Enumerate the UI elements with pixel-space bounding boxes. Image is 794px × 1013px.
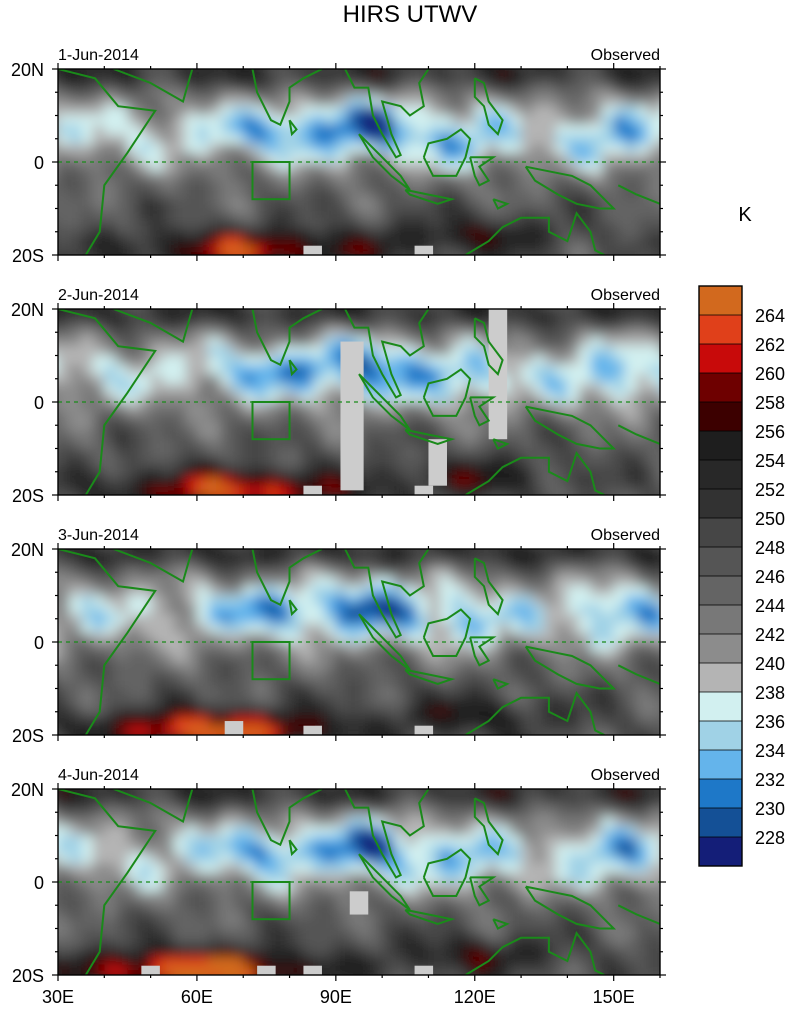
colorbar-swatch [699,489,742,518]
missing-data-box [303,966,322,975]
y-tick-label: 20N [11,60,44,80]
colorbar-swatch [699,808,742,837]
colorbar-tick-label: 254 [755,451,785,471]
panel-label: Observed [591,47,660,64]
colorbar-swatch [699,460,742,489]
colorbar-tick-label: 240 [755,654,785,674]
y-tick-label: 20S [12,726,44,746]
chart-title: HIRS UTWV [343,1,478,28]
y-tick-label: 20N [11,540,44,560]
colorbar-tick-label: 242 [755,625,785,645]
colorbar-swatch [699,315,742,344]
missing-data-box [415,726,434,735]
y-tick-label: 0 [34,873,44,893]
panel-label: Observed [591,527,660,544]
missing-data-box [415,966,434,975]
colorbar-tick-label: 248 [755,538,785,558]
missing-data-box [415,246,434,255]
colorbar-tick-label: 256 [755,422,785,442]
colorbar-tick-label: 246 [755,567,785,587]
y-tick-label: 20S [12,246,44,266]
colorbar-swatch [699,373,742,402]
colorbar-swatch [699,547,742,576]
missing-data-box [225,721,244,735]
missing-data-box [415,486,434,495]
x-tick-label: 120E [454,987,496,1007]
x-axis-labels: 30E 60E 90E 120E 150E [42,987,635,1007]
x-tick-label: 150E [593,987,635,1007]
colorbar-swatch [699,721,742,750]
colorbar-swatch [699,692,742,721]
colorbar-swatch [699,663,742,692]
x-tick-label: 90E [320,987,352,1007]
panel-label: Observed [591,767,660,784]
colorbar-tick-label: 234 [755,741,785,761]
map-panel-4: 20N 0 20S 4-Jun-2014 Observed [11,767,684,994]
panel-date: 4-Jun-2014 [58,767,139,784]
missing-data-box [257,966,276,975]
colorbar-tick-label: 258 [755,393,785,413]
colorbar-swatch [699,402,742,431]
y-tick-label: 0 [34,633,44,653]
figure: HIRS UTWV 20N020S1-Jun-2014 Observed20N02… [0,0,794,1013]
colorbar-tick-label: 230 [755,799,785,819]
missing-data-box [428,439,447,486]
missing-data-box [350,891,369,914]
panel-date: 1-Jun-2014 [58,47,139,64]
colorbar-tick-label: 252 [755,480,785,500]
y-tick-label: 20N [11,780,44,800]
y-tick-label: 0 [34,153,44,173]
panel-date: 2-Jun-2014 [58,287,139,304]
colorbar-tick-label: 232 [755,770,785,790]
panel-label: Observed [591,287,660,304]
missing-data-box [303,486,322,495]
panel-date: 3-Jun-2014 [58,527,139,544]
colorbar-swatch [699,634,742,663]
colorbar-tick-label: 260 [755,364,785,384]
colorbar-tick-label: 264 [755,306,785,326]
missing-data-box [340,342,363,491]
colorbar-swatch [699,286,742,315]
map-panel-3: 20N 0 20S 3-Jun-2014 Observed [11,527,684,754]
colorbar-swatch [699,837,742,866]
y-tick-label: 20N [11,300,44,320]
y-tick-label: 20S [12,486,44,506]
colorbar-swatch [699,518,742,547]
colorbar-swatch [699,344,742,373]
colorbar-swatch [699,605,742,634]
colorbar-tick-label: 262 [755,335,785,355]
map-panel-1: 20N 0 20S 1-Jun-2014 Observed [11,47,684,274]
colorbar-tick-label: 250 [755,509,785,529]
colorbar-unit: K [738,204,752,226]
missing-data-box [303,246,322,255]
y-tick-label: 20S [12,966,44,986]
colorbar-swatch [699,576,742,605]
missing-data-box [141,966,160,975]
colorbar-tick-label: 244 [755,596,785,616]
colorbar-swatch [699,779,742,808]
colorbar-tick-label: 238 [755,683,785,703]
colorbar-tick-label: 236 [755,712,785,732]
colorbar-swatch [699,750,742,779]
colorbar-tick-label: 228 [755,828,785,848]
colorbar-swatch [699,431,742,460]
x-tick-label: 30E [42,987,74,1007]
map-panel-2: 20N 0 20S 2-Jun-2014 Observed [11,287,684,514]
x-tick-label: 60E [181,987,213,1007]
missing-data-box [303,726,322,735]
colorbar: 264 262 260 258 256 254 252 250 248 246 244 242 240 2… [699,286,785,866]
y-tick-label: 0 [34,393,44,413]
